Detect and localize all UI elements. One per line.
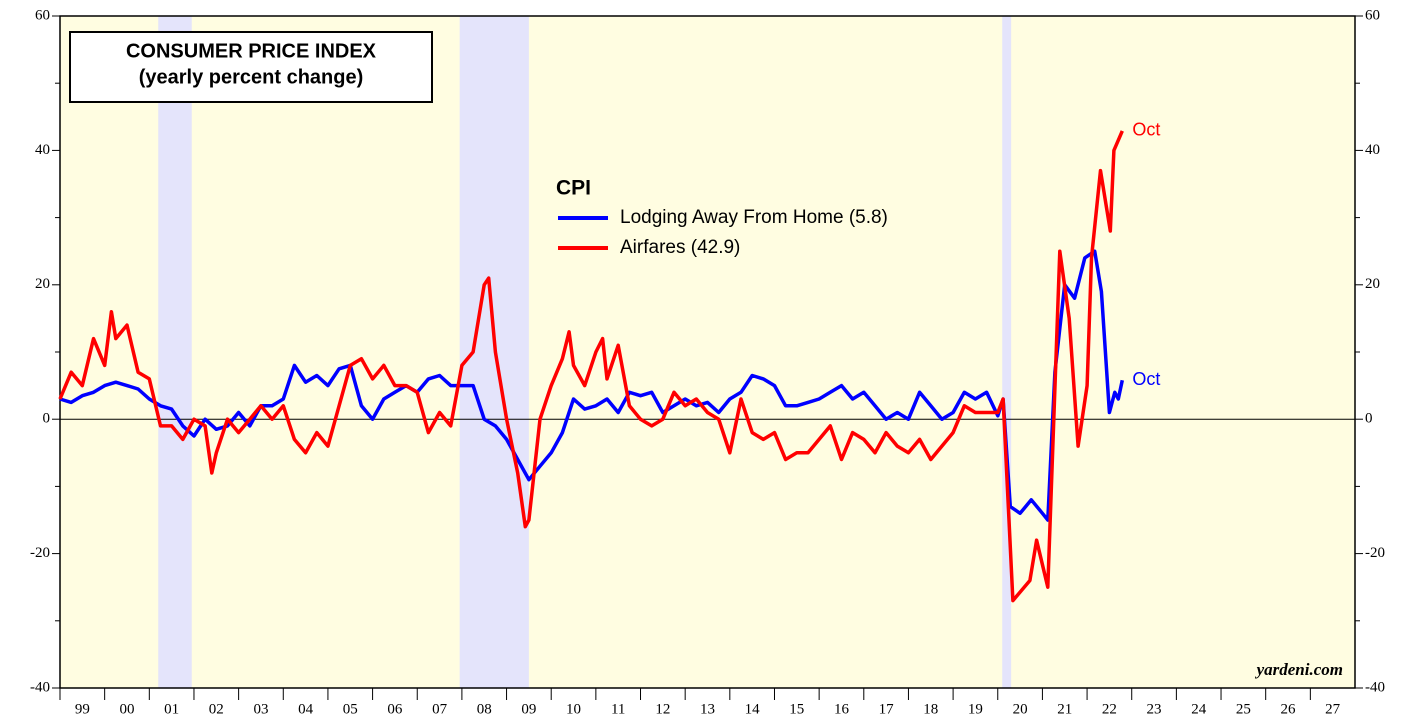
y2-tick-label: 20 [1365,276,1380,292]
x-tick-label: 01 [164,701,179,717]
x-tick-label: 07 [432,701,448,717]
x-tick-label: 15 [789,701,804,717]
x-tick-label: 00 [119,701,134,717]
plot-frame [59,15,1356,689]
x-tick-label: 18 [923,701,938,717]
x-tick-label: 05 [343,701,358,717]
legend-label: Lodging Away From Home (5.8) [620,207,888,228]
x-tick-label: 19 [968,701,983,717]
title-box [69,31,433,103]
x-tick-label: 23 [1147,701,1162,717]
source: yardeni.com [1255,660,1343,679]
x-tick-label: 11 [611,701,625,717]
x-tick-label: 04 [298,701,314,717]
legend-title: CPI [556,177,591,200]
legend-label: Airfares (42.9) [620,237,740,258]
y-tick-label: 0 [43,411,51,427]
x-tick-label: 06 [387,701,403,717]
x-tick-label: 24 [1191,701,1207,717]
x-tick-label: 12 [655,701,670,717]
chart-subtitle: (yearly percent change) [139,66,364,88]
x-tick-label: 17 [879,701,895,717]
series-line [58,130,1124,603]
y2-tick-label: -20 [1365,545,1385,561]
y2-tick-label: 40 [1365,142,1380,158]
x-tick-label: 20 [1013,701,1028,717]
y-tick-label: -20 [30,545,50,561]
y-tick-label: 40 [35,142,50,158]
y-tick-label: 60 [35,7,50,23]
x-tick-label: 02 [209,701,224,717]
x-tick-label: 16 [834,701,850,717]
y2-tick-label: 60 [1365,7,1380,23]
x-tick-label: 22 [1102,701,1117,717]
x-tick-label: 09 [521,701,536,717]
chart-title: CONSUMER PRICE INDEX [126,40,377,62]
x-tick-label: 99 [75,701,90,717]
x-tick-label: 27 [1325,701,1341,717]
end-label: Oct [1132,120,1160,140]
x-tick-label: 13 [700,701,715,717]
x-tick-label: 26 [1281,701,1297,717]
y-tick-label: 20 [35,276,50,292]
recession-band [158,16,192,688]
y-tick-label: -40 [30,679,50,695]
x-tick-label: 03 [253,701,268,717]
y2-tick-label: 0 [1365,411,1373,427]
x-tick-label: 08 [477,701,492,717]
plot-background [60,16,1355,688]
x-tick-label: 25 [1236,701,1251,717]
x-tick-label: 10 [566,701,581,717]
y2-tick-label: -40 [1365,679,1385,695]
x-tick-label: 14 [745,701,761,717]
x-tick-label: 21 [1057,701,1072,717]
plot-area [60,16,1355,688]
recession-band [1002,16,1012,688]
end-label: Oct [1132,369,1160,389]
